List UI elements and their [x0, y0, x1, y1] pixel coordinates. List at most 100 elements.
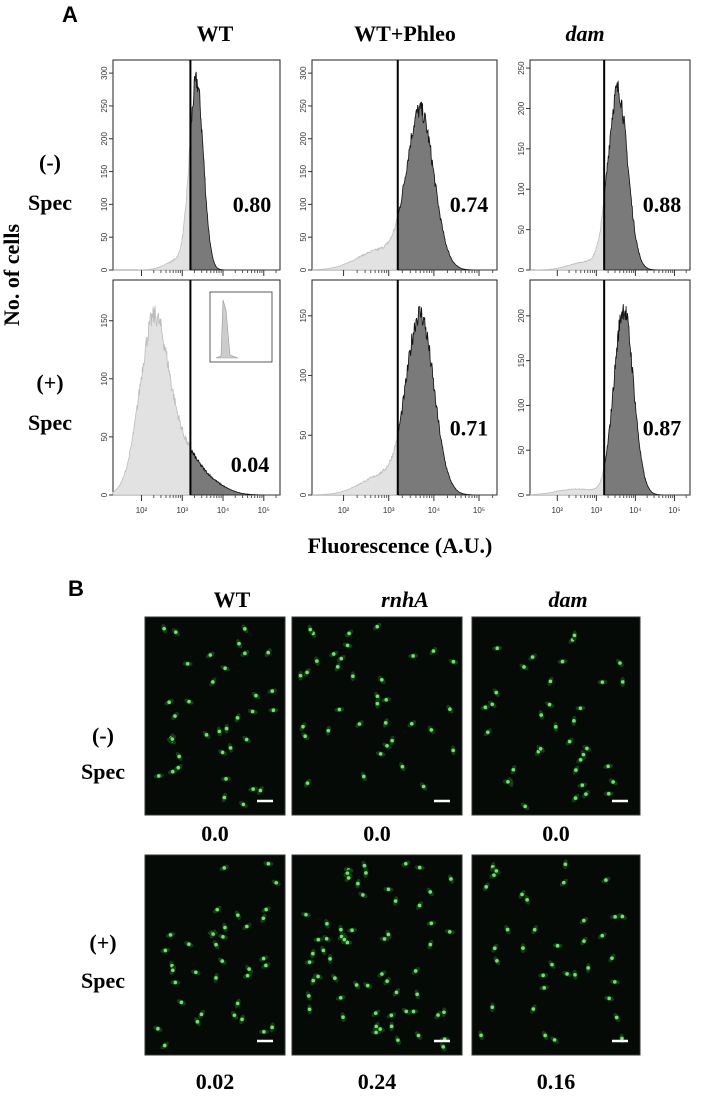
focus: [341, 1015, 345, 1019]
y-tick-label: 300: [100, 66, 109, 80]
focus: [413, 969, 418, 973]
focus: [550, 962, 554, 967]
histogram: 0 50 100 150 200 250 0.88: [517, 59, 691, 276]
focus: [266, 861, 271, 866]
focus: [606, 791, 611, 796]
micrograph-image: [144, 854, 286, 1056]
y-tick-label: 100: [100, 197, 109, 211]
panel-label: A: [62, 2, 78, 27]
x-tick-label: 10³: [591, 506, 603, 515]
focus: [241, 802, 246, 807]
focus: [505, 927, 510, 932]
focus: [168, 933, 173, 937]
focus: [614, 1015, 619, 1020]
focus: [543, 1033, 547, 1038]
row-sign: (-): [39, 150, 61, 175]
micrograph: 0.24: [291, 854, 463, 1094]
y-tick-label: 50: [100, 232, 109, 241]
focus: [375, 624, 380, 629]
histogram: 0 50 100 150 200 250 300 0.80: [100, 59, 281, 276]
micrograph: 0.02: [144, 854, 286, 1094]
histogram: 0 50 100 150 200 250 300 0.74: [299, 59, 498, 276]
focus: [167, 700, 171, 705]
focus: [311, 978, 316, 983]
focus: [339, 927, 343, 932]
focus: [347, 631, 351, 636]
focus: [264, 907, 268, 912]
histogram: 0 50 100 150 200 10² 10³ 10⁴ 10⁵ 0.87: [517, 279, 691, 515]
x-tick-label: 10⁴: [428, 506, 441, 515]
focus: [335, 665, 340, 669]
focus: [542, 986, 547, 990]
focus: [582, 918, 586, 923]
focus: [573, 972, 577, 977]
y-tick-label: 250: [299, 99, 308, 113]
focus: [236, 913, 240, 917]
focus: [374, 1024, 379, 1029]
histogram: 0 50 100 150 10² 10³ 10⁴ 10⁵ 0.04: [100, 279, 281, 515]
focus: [553, 725, 558, 729]
y-tick-label: 150: [517, 142, 526, 156]
focus: [495, 959, 499, 963]
focus: [261, 956, 266, 961]
y-tick-label: 0: [299, 492, 308, 497]
micrograph: 0.0: [291, 616, 463, 846]
focus: [451, 748, 455, 753]
focus: [389, 1024, 394, 1029]
focus: [339, 934, 344, 939]
focus: [214, 942, 218, 947]
focus: [356, 881, 360, 886]
fraction-label: 0.24: [358, 1069, 397, 1094]
y-tick-label: 0: [299, 267, 308, 272]
focus: [411, 1009, 416, 1014]
y-tick-label: 250: [100, 99, 109, 113]
focus: [251, 787, 255, 791]
focus: [345, 940, 350, 945]
focus: [541, 973, 545, 978]
focus: [384, 697, 389, 702]
focus: [223, 925, 227, 930]
focus: [511, 767, 516, 772]
focus: [324, 936, 329, 941]
x-tick-label: 10⁵: [668, 506, 680, 515]
focus: [393, 899, 398, 903]
focus: [307, 1007, 312, 1012]
fraction-label: 0.16: [537, 1069, 576, 1094]
focus: [351, 674, 355, 679]
y-tick-label: 100: [517, 398, 526, 412]
focus: [582, 939, 586, 943]
focus: [447, 929, 452, 934]
focus: [298, 673, 303, 678]
focus: [613, 980, 617, 984]
y-tick-label: 0: [100, 492, 109, 497]
focus: [490, 702, 495, 707]
y-axis-label: No. of cells: [0, 224, 24, 326]
focus: [379, 678, 384, 682]
focus: [562, 880, 566, 885]
focus: [271, 708, 276, 712]
focus: [211, 932, 215, 936]
y-tick-label: 100: [299, 197, 308, 211]
focus: [431, 649, 436, 653]
focus: [232, 1013, 237, 1018]
focus: [305, 781, 310, 785]
focus: [574, 768, 578, 772]
focus: [373, 1011, 378, 1016]
row-sign: (-): [92, 723, 114, 748]
focus: [162, 626, 166, 631]
focus: [173, 714, 177, 718]
focus: [409, 722, 414, 726]
focus: [492, 946, 497, 951]
focus: [417, 903, 422, 908]
focus: [386, 887, 391, 892]
focus: [585, 746, 589, 751]
focus: [581, 752, 586, 757]
focus: [235, 716, 240, 720]
focus: [301, 724, 305, 729]
fraction-label: 0.0: [542, 821, 570, 846]
focus: [400, 764, 405, 769]
focus: [375, 701, 380, 706]
focus: [228, 746, 233, 750]
fraction-label: 0.87: [643, 416, 682, 441]
focus: [163, 948, 168, 953]
